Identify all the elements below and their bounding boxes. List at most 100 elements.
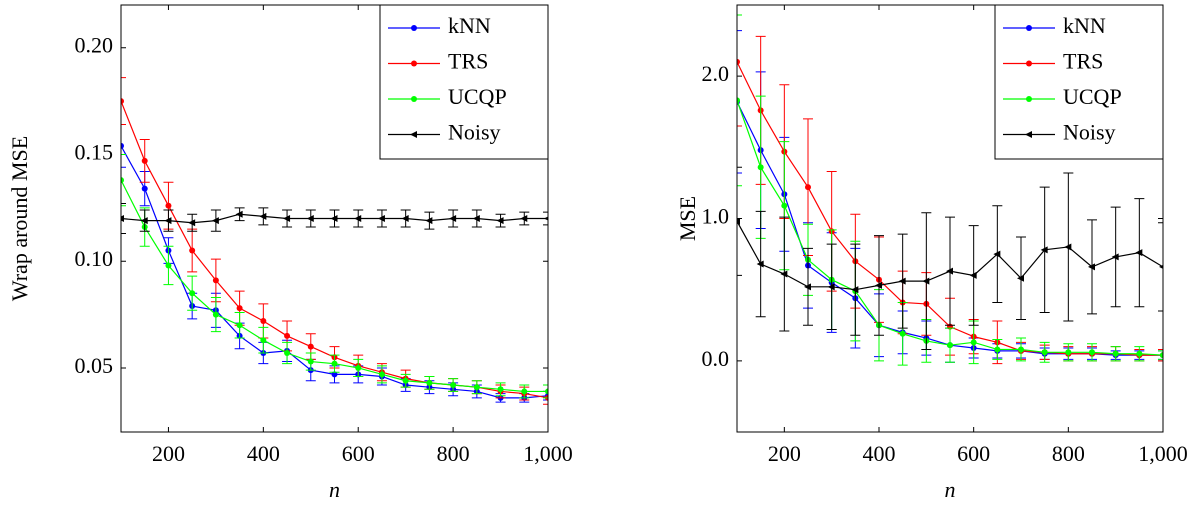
marker <box>307 358 314 365</box>
marker <box>737 217 740 225</box>
y-tick-label: 1.0 <box>702 204 730 229</box>
marker <box>354 215 362 222</box>
marker <box>235 210 243 218</box>
marker <box>140 217 148 225</box>
marker <box>306 215 314 222</box>
marker <box>330 215 338 222</box>
error-bar <box>737 14 742 187</box>
legend-label: kNN <box>448 13 491 38</box>
marker <box>473 384 480 391</box>
marker <box>1041 349 1048 356</box>
marker <box>737 97 740 104</box>
marker <box>993 250 1001 258</box>
x-tick-label: 1,000 <box>523 441 573 466</box>
marker <box>756 260 764 268</box>
error-bar <box>543 384 548 399</box>
x-tick-label: 800 <box>1052 441 1085 466</box>
marker <box>283 215 291 222</box>
legend-label: kNN <box>1063 13 1106 38</box>
marker <box>188 219 196 227</box>
legend-marker <box>410 131 417 138</box>
marker <box>331 360 338 367</box>
legend-label: Noisy <box>448 120 501 145</box>
marker <box>1040 246 1048 254</box>
error-bar <box>1158 222 1163 312</box>
legend-label: UCQP <box>1063 84 1122 109</box>
marker <box>141 157 148 164</box>
y-tick-label: 0.15 <box>75 139 114 164</box>
legend-marker <box>411 60 417 67</box>
marker <box>1017 274 1024 282</box>
marker <box>401 215 409 222</box>
marker <box>450 382 457 389</box>
marker <box>1065 349 1072 356</box>
marker <box>922 277 930 285</box>
marker <box>402 377 409 384</box>
marker <box>520 215 528 222</box>
marker <box>189 290 196 297</box>
legend-box <box>994 4 1164 160</box>
marker <box>737 58 740 65</box>
y-tick-label: 0.05 <box>75 353 114 378</box>
marker <box>970 339 977 346</box>
marker <box>780 270 788 278</box>
marker <box>804 283 811 291</box>
marker <box>994 346 1001 353</box>
marker <box>472 215 480 222</box>
marker <box>805 184 811 191</box>
marker <box>781 202 788 209</box>
legend-marker <box>1026 60 1032 67</box>
x-axis-label: n <box>945 477 956 502</box>
y-axis-label: Wrap around MSE <box>7 136 32 301</box>
marker <box>1089 349 1095 356</box>
error-bar <box>121 203 126 234</box>
marker <box>969 271 977 279</box>
marker <box>260 337 267 344</box>
marker <box>946 267 953 275</box>
marker <box>121 177 124 184</box>
marker <box>544 216 548 221</box>
marker <box>947 342 953 349</box>
marker <box>284 350 291 357</box>
marker <box>425 217 433 225</box>
marker <box>165 262 172 269</box>
error-bar <box>737 166 742 276</box>
marker <box>121 142 124 149</box>
marker <box>165 202 172 209</box>
marker <box>545 388 548 395</box>
marker <box>212 311 219 318</box>
marker <box>212 277 219 284</box>
x-tick-label: 200 <box>768 441 801 466</box>
error-bar <box>543 211 548 226</box>
x-tick-label: 600 <box>957 441 990 466</box>
series <box>121 203 548 234</box>
marker <box>1112 350 1119 357</box>
marker <box>497 386 504 393</box>
y-tick-label: 0.10 <box>75 246 114 271</box>
marker <box>1018 346 1024 353</box>
series <box>121 153 548 399</box>
marker <box>189 247 196 254</box>
marker <box>1136 350 1143 357</box>
marker <box>1088 263 1095 271</box>
x-tick-label: 800 <box>437 441 470 466</box>
x-axis-label: n <box>329 477 340 502</box>
legend-label: TRS <box>448 49 488 74</box>
marker <box>1135 249 1143 257</box>
marker <box>521 388 528 395</box>
marker <box>260 317 267 324</box>
marker <box>875 281 882 289</box>
marker <box>757 164 764 171</box>
legend-marker <box>1026 25 1032 31</box>
marker <box>211 217 219 225</box>
legend-label: TRS <box>1063 49 1103 74</box>
y-axis-label: MSE <box>675 196 700 241</box>
marker <box>898 277 906 285</box>
marker <box>899 330 906 337</box>
marker <box>259 212 267 220</box>
x-tick-label: 1,000 <box>1138 441 1188 466</box>
marker <box>1064 243 1072 251</box>
y-tick-label: 0.20 <box>75 33 114 58</box>
x-tick-label: 400 <box>863 441 896 466</box>
